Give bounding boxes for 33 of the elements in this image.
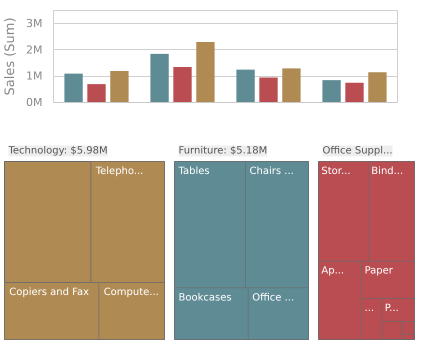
category-label: Paper [364,266,394,277]
bar [110,70,129,102]
y-tick-label: 1M [26,70,43,83]
category-label: Ap... [321,266,344,277]
category-label: Tables [178,166,210,177]
bar [236,70,255,102]
category-label: Telepho... [94,166,144,177]
category-label: Compute... [104,286,159,298]
y-tick-label: 0M [26,96,43,109]
category-label: Bookcases [178,292,232,304]
category-label: P... [384,303,399,314]
bar [259,78,278,102]
category-label: ... [364,303,374,314]
text: Office Suppl... [322,146,393,156]
category-label: Copiers and Fax [9,286,90,298]
category-label: Bind... [371,166,404,177]
category-label: Stor... [321,166,351,177]
bar [345,82,364,102]
bar [282,68,301,102]
bar [196,42,215,102]
bar [64,74,83,102]
text: Technology: $5.98M [8,146,108,156]
category-label: Office ... [252,292,294,304]
bar [322,80,341,102]
bar [173,67,192,102]
text: Furniture: $5.18M [178,146,268,156]
y-tick-label: 3M [26,17,43,30]
bar [150,54,169,102]
y-axis-title: Sales (Sum) [3,17,18,96]
bar [87,84,106,102]
y-tick-label: 2M [26,43,43,56]
category-label: Chairs ... [250,166,294,177]
bar [368,72,387,102]
